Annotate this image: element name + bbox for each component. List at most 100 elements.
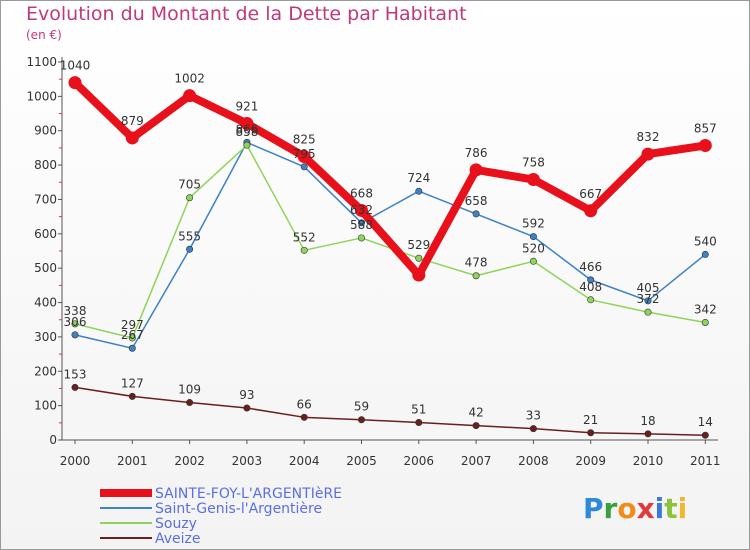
data-label: 42 [468, 406, 483, 420]
data-point [186, 245, 194, 253]
x-tick-label: 2010 [633, 454, 664, 468]
data-point [128, 344, 136, 352]
logo-letter: i [678, 492, 688, 525]
data-point [472, 210, 480, 218]
data-point [125, 131, 139, 145]
x-tick-label: 2001 [117, 454, 148, 468]
logo-text: Proxiti [583, 492, 687, 525]
x-tick-label: 2006 [404, 454, 435, 468]
y-tick-label: 0 [49, 433, 57, 447]
data-point [641, 147, 655, 161]
y-tick-label: 1000 [26, 89, 57, 103]
data-point [644, 308, 652, 316]
data-point [529, 425, 537, 433]
data-label: 342 [694, 302, 717, 316]
legend-label: Saint-Genis-l'Argentière [155, 501, 322, 517]
logo-letter: o [617, 492, 636, 525]
data-label: 127 [121, 376, 144, 390]
data-point [644, 297, 652, 305]
logo-letter: t [664, 492, 677, 525]
data-label: 297 [121, 318, 144, 332]
data-label: 825 [293, 133, 316, 147]
data-label: 51 [411, 402, 426, 416]
y-tick-label: 700 [34, 192, 57, 206]
data-point [71, 331, 79, 339]
logo-letter: x [637, 492, 655, 525]
data-label: 552 [293, 230, 316, 244]
data-label: 1002 [174, 72, 205, 86]
legend-label: Aveize [155, 531, 201, 547]
data-label: 724 [407, 171, 430, 185]
data-point [587, 296, 595, 304]
data-label: 520 [522, 241, 545, 255]
legend-label: Souzy [155, 516, 197, 532]
data-point [584, 204, 598, 218]
y-tick-label: 500 [34, 261, 57, 275]
data-point [243, 404, 251, 412]
data-label: 478 [465, 256, 488, 270]
x-tick-label: 2005 [346, 454, 377, 468]
data-label: 592 [522, 217, 545, 231]
data-point [701, 250, 709, 258]
data-label: 153 [64, 367, 87, 381]
data-point [128, 334, 136, 342]
data-label: 267 [121, 328, 144, 342]
y-tick-label: 400 [34, 296, 57, 310]
data-point [472, 272, 480, 280]
data-label: 858 [235, 125, 258, 139]
data-point [357, 416, 365, 424]
data-label: 658 [465, 194, 488, 208]
data-label: 306 [64, 315, 87, 329]
data-point [529, 257, 537, 265]
data-point [357, 219, 365, 227]
data-label: 21 [583, 413, 598, 427]
logo-letter: r [604, 492, 618, 525]
x-tick-label: 2002 [174, 454, 205, 468]
data-label: 93 [239, 388, 254, 402]
data-label: 866 [235, 122, 258, 136]
data-label: 555 [178, 229, 201, 243]
data-label: 529 [407, 238, 430, 252]
data-point [644, 430, 652, 438]
data-point [415, 254, 423, 262]
data-point [183, 89, 197, 103]
chart-title: Evolution du Montant de la Dette par Hab… [26, 3, 467, 25]
data-point [71, 383, 79, 391]
data-point [587, 276, 595, 284]
data-label: 758 [522, 156, 545, 170]
x-tick-label: 2003 [232, 454, 263, 468]
data-label: 632 [350, 203, 373, 217]
data-point [71, 320, 79, 328]
data-label: 405 [637, 281, 660, 295]
data-point [297, 150, 311, 163]
y-tick-label: 100 [34, 399, 57, 413]
data-point [243, 141, 251, 149]
legend-label: SAINTE-FOY-L'ARGENTIèRE [155, 486, 342, 502]
x-tick-label: 2008 [518, 454, 549, 468]
x-tick-label: 2007 [461, 454, 492, 468]
y-tick-label: 600 [34, 227, 57, 241]
data-label: 540 [694, 234, 717, 248]
data-label: 408 [579, 280, 602, 294]
data-label: 705 [178, 178, 201, 192]
x-tick-label: 2009 [575, 454, 606, 468]
data-label: 33 [526, 409, 541, 423]
data-label: 18 [640, 414, 655, 428]
data-point [128, 392, 136, 400]
data-label: 786 [465, 146, 488, 160]
data-label: 921 [235, 100, 258, 114]
data-point [415, 418, 423, 426]
chart-subtitle: (en €) [26, 28, 62, 42]
logo-letter: P [583, 492, 604, 525]
y-tick-label: 1100 [26, 55, 57, 69]
data-point [240, 117, 254, 131]
data-point [357, 234, 365, 242]
data-point [300, 246, 308, 254]
y-tick-label: 900 [34, 124, 57, 138]
data-label: 795 [293, 147, 316, 161]
x-tick-label: 2004 [289, 454, 320, 468]
data-point [186, 399, 194, 407]
data-label: 109 [178, 383, 201, 397]
x-tick-label: 2011 [690, 454, 721, 468]
